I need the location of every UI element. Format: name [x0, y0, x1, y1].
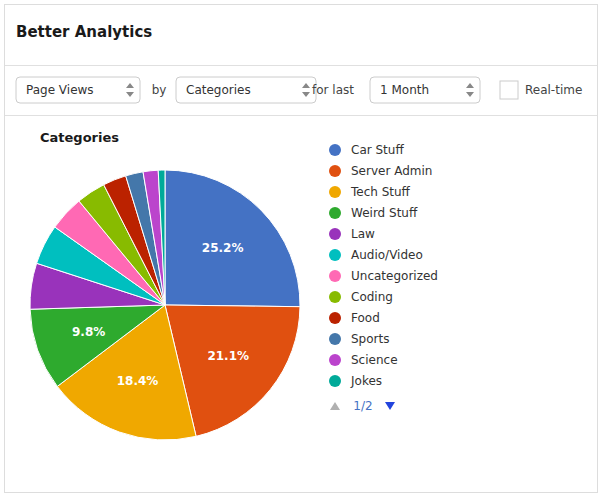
data-label: 18.4% [117, 374, 159, 388]
data-label: 25.2% [202, 241, 244, 255]
separator [5, 115, 597, 116]
dropdown-label: Page Views [26, 83, 94, 97]
legend-item: Science [329, 353, 398, 367]
control-text: Real-time [525, 83, 582, 97]
legend-swatch [329, 249, 341, 261]
nav-text: 1/2 [353, 399, 372, 413]
pie-slice [165, 170, 300, 307]
title: Better Analytics [16, 23, 152, 41]
dropdown-label: Categories [186, 83, 251, 97]
legend-label: Car Stuff [351, 143, 404, 157]
pie [30, 170, 300, 440]
legend-label: Law [351, 227, 375, 241]
legend-item: Law [329, 227, 375, 241]
legend-label: Tech Stuff [350, 185, 411, 199]
legend-swatch [329, 333, 341, 345]
legend-swatch [329, 228, 341, 240]
legend-item: Sports [329, 332, 389, 346]
legend-swatch [329, 207, 341, 219]
separator [5, 65, 597, 66]
legend-label: Coding [351, 290, 393, 304]
legend-label: Audio/Video [351, 248, 423, 262]
pie-slice [143, 170, 165, 305]
legend-item: Car Stuff [329, 143, 404, 157]
legend-label: Weird Stuff [351, 206, 418, 220]
legend-swatch [329, 291, 341, 303]
legend-label: Jokes [350, 374, 382, 388]
chart-svg: Better Analytics Page Views by Categories fo… [0, 0, 602, 497]
legend-item: Jokes [329, 374, 382, 388]
control-text: for last [312, 83, 354, 97]
legend-label: Food [351, 311, 380, 325]
dropdown: 1 Month [370, 77, 480, 103]
legend-item: Weird Stuff [329, 206, 418, 220]
dropdown: Page Views [16, 77, 140, 103]
legend-item: Audio/Video [329, 248, 423, 262]
dropdown-box [16, 77, 140, 103]
legend-label: Uncategorized [351, 269, 438, 283]
legend-item: Server Admin [329, 164, 432, 178]
control-text: by [152, 83, 167, 97]
legend-item: Food [329, 311, 380, 325]
legend-label: Science [351, 353, 398, 367]
dropdown-arrow [302, 83, 310, 97]
dropdown-box [370, 77, 480, 103]
nav-next [385, 402, 395, 410]
legend-swatch [329, 354, 341, 366]
legend-label: Server Admin [351, 164, 432, 178]
legend-item: Tech Stuff [329, 185, 411, 199]
legend-swatch [329, 270, 341, 282]
pie-slice [158, 170, 165, 305]
legend: Car Stuff Server Admin Tech Stuff Weird Stu… [329, 143, 438, 413]
legend-swatch [329, 186, 341, 198]
dropdown-arrow [466, 83, 474, 97]
checkbox [500, 81, 518, 99]
dropdown-arrow [126, 83, 134, 97]
legend-item: Coding [329, 290, 393, 304]
nav-prev [330, 402, 340, 410]
legend-swatch [329, 165, 341, 177]
data-label: 21.1% [207, 349, 249, 363]
dropdown: Categories [176, 77, 316, 103]
legend-swatch [329, 375, 341, 387]
page-border [5, 5, 598, 493]
legend-swatch [329, 312, 341, 324]
data-label: 9.8% [72, 325, 105, 339]
legend-label: Sports [351, 332, 389, 346]
subtitle: Categories [40, 130, 119, 145]
data-labels: 25.2% 21.1% 18.4% 9.8% [72, 241, 249, 388]
dropdown-box [176, 77, 316, 103]
legend-item: Uncategorized [329, 269, 438, 283]
legend-swatch [329, 144, 341, 156]
dropdown-label: 1 Month [380, 83, 429, 97]
